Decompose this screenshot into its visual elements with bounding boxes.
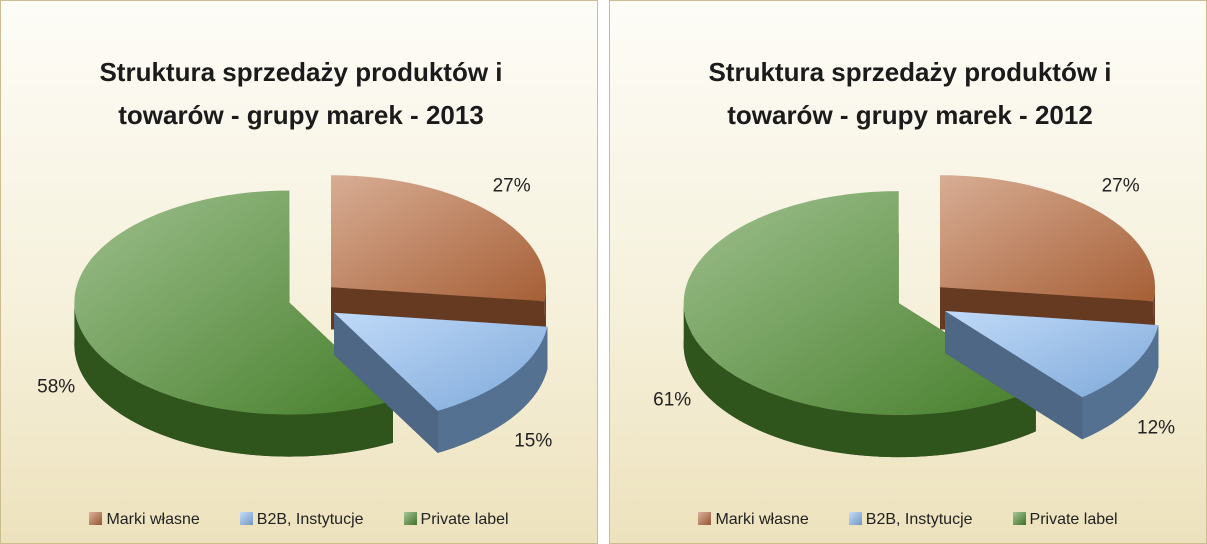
legend-swatch	[848, 512, 862, 525]
slice-side	[74, 302, 394, 457]
legend-swatch	[403, 512, 417, 525]
chart-panel: 58% 27% 15% Struktura sprzedaży produktów i…	[0, 0, 598, 544]
legend-item: Private label	[1012, 511, 1118, 529]
legend-item: Marki własne	[698, 511, 809, 529]
slice-wall	[334, 312, 438, 453]
pie-chart: 61% 27% 12%	[653, 175, 1175, 458]
legend-label: B2B, Instytucje	[865, 511, 973, 528]
slice-side	[437, 326, 548, 453]
legend-label: Private label	[1029, 511, 1118, 528]
data-label: 27%	[1102, 176, 1140, 197]
pie-slice	[940, 175, 1155, 344]
data-label: 27%	[493, 176, 531, 197]
slice-side	[1082, 325, 1159, 440]
data-label: 15%	[514, 430, 552, 451]
legend-label: B2B, Instytucje	[256, 511, 364, 528]
slice-top	[74, 190, 394, 415]
legend-swatch	[1012, 512, 1026, 525]
legend-label: Marki własne	[106, 511, 200, 528]
slice-top	[334, 312, 548, 411]
legend-swatch	[239, 512, 253, 525]
pie-slice	[74, 190, 394, 457]
legend-item: Marki własne	[89, 511, 200, 529]
chart-title: Struktura sprzedaży produktów i towarów …	[708, 57, 1112, 130]
legend-label: Private label	[420, 511, 509, 528]
data-label: 12%	[1137, 417, 1175, 438]
data-label: 58%	[37, 376, 75, 397]
pie-slice	[334, 312, 548, 453]
chart-panel: 61% 27% 12% Struktura sprzedaży produktów i…	[609, 0, 1207, 544]
pie-slice	[683, 191, 1036, 458]
chart-title: Struktura sprzedaży produktów i towarów …	[99, 57, 503, 130]
legend-label: Marki własne	[715, 511, 809, 528]
legend: Marki własne B2B, Instytucje Private label	[1, 511, 597, 529]
legend-swatch	[698, 512, 712, 525]
legend-item: B2B, Instytucje	[239, 511, 364, 529]
slice-top	[331, 175, 546, 302]
slice-top	[940, 175, 1155, 302]
data-label: 61%	[653, 390, 691, 411]
pie-chart: 58% 27% 15%	[37, 175, 552, 457]
slice-top	[683, 191, 1036, 416]
slice-top	[945, 311, 1159, 398]
slice-wall	[945, 311, 1083, 440]
legend-item: B2B, Instytucje	[848, 511, 973, 529]
legend: Marki własne B2B, Instytucje Private label	[610, 511, 1206, 529]
legend-item: Private label	[403, 511, 509, 529]
slice-side	[683, 303, 1036, 458]
legend-swatch	[89, 512, 103, 525]
pie-slice	[945, 311, 1159, 440]
